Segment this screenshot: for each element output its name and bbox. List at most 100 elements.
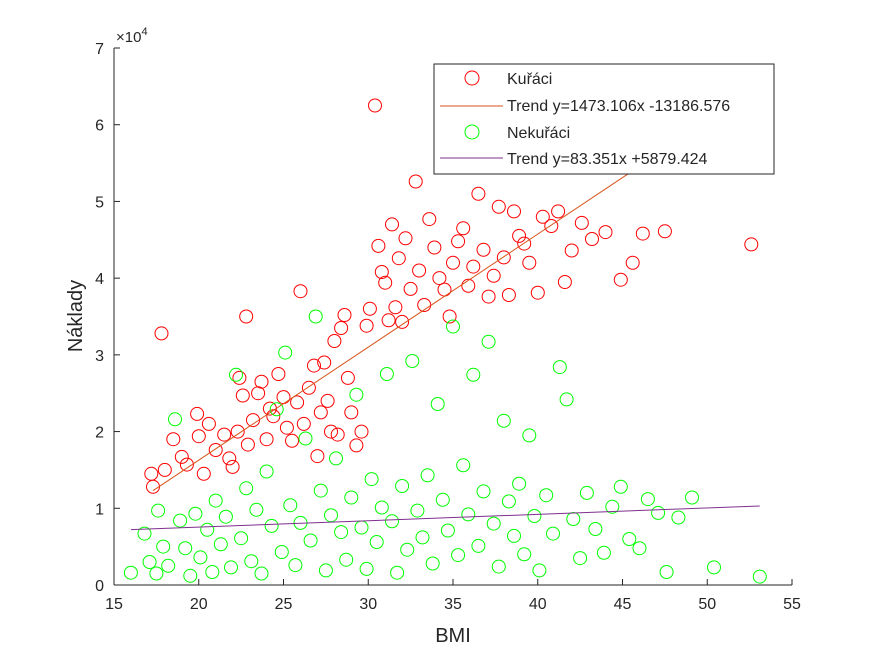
data-point xyxy=(752,569,767,584)
data-point xyxy=(430,397,445,411)
legend: Kuřáci Trend y=1473.106x -13186.576 Neku… xyxy=(433,63,775,175)
data-point xyxy=(544,219,559,233)
data-point xyxy=(564,243,579,258)
data-point xyxy=(456,458,471,473)
data-point xyxy=(435,492,450,507)
data-point xyxy=(388,300,403,315)
x-ticks: 15 20 25 30 35 40 45 50 55 xyxy=(105,579,801,613)
data-point xyxy=(466,259,481,274)
data-point xyxy=(254,374,269,389)
data-point xyxy=(317,355,332,370)
y-tick-label: 5 xyxy=(95,194,104,211)
data-point xyxy=(278,345,293,360)
data-point xyxy=(123,565,138,580)
data-point xyxy=(461,507,476,522)
data-point xyxy=(446,255,460,270)
data-point xyxy=(334,525,349,540)
data-point xyxy=(244,554,259,569)
data-point xyxy=(378,275,393,290)
data-point xyxy=(318,563,333,578)
series-layer xyxy=(123,98,767,584)
data-point xyxy=(290,395,305,410)
data-point xyxy=(546,526,560,541)
data-point xyxy=(188,506,203,521)
data-point xyxy=(446,319,460,334)
data-point xyxy=(249,502,264,517)
data-point xyxy=(552,360,567,375)
legend-label-nonsmokers: Nekuřáci xyxy=(507,125,570,142)
data-point xyxy=(225,459,240,474)
data-point xyxy=(420,468,435,483)
y-exponent-power: 4 xyxy=(141,26,147,38)
data-point xyxy=(539,488,554,503)
data-point xyxy=(379,367,394,381)
data-point xyxy=(264,518,279,533)
data-point xyxy=(364,472,379,487)
data-point xyxy=(385,217,399,232)
data-point xyxy=(415,530,430,545)
data-point xyxy=(481,334,496,349)
data-point xyxy=(398,231,413,246)
data-point xyxy=(496,250,511,265)
data-point xyxy=(486,516,501,531)
data-point xyxy=(451,234,466,249)
data-point xyxy=(613,272,628,287)
data-point xyxy=(374,265,389,279)
data-point xyxy=(559,392,574,407)
data-point xyxy=(481,289,496,304)
data-point xyxy=(410,503,425,518)
data-point xyxy=(551,204,566,219)
data-point xyxy=(161,558,176,573)
data-point xyxy=(476,242,491,257)
data-point xyxy=(293,284,308,299)
data-point xyxy=(196,466,211,481)
data-point xyxy=(235,388,250,403)
data-point xyxy=(598,225,613,240)
data-point xyxy=(517,547,532,562)
data-point xyxy=(151,503,166,518)
data-point xyxy=(432,271,447,286)
data-point xyxy=(512,476,527,491)
data-point xyxy=(442,309,457,324)
data-point xyxy=(359,561,374,576)
y-tick-label: 6 xyxy=(95,118,104,135)
data-point xyxy=(403,281,418,296)
data-point xyxy=(374,500,389,515)
legend-marker-smokers xyxy=(464,70,480,86)
x-tick-label: 20 xyxy=(190,596,208,613)
data-point xyxy=(512,228,527,243)
data-point xyxy=(254,566,269,581)
data-point xyxy=(208,443,223,457)
data-point xyxy=(296,416,311,431)
data-point xyxy=(535,209,550,224)
legend-label-smokers: Kuřáci xyxy=(507,71,552,88)
data-point xyxy=(324,424,338,439)
data-point xyxy=(234,531,249,546)
data-point xyxy=(320,393,335,408)
data-point xyxy=(422,212,437,227)
data-point xyxy=(183,568,198,583)
data-point xyxy=(573,551,588,566)
data-point xyxy=(200,522,215,537)
y-ticks: 0 1 2 3 4 5 6 7 xyxy=(95,41,120,595)
series-smokers xyxy=(144,98,759,494)
data-point xyxy=(205,565,220,579)
data-point xyxy=(137,526,152,541)
data-point xyxy=(154,326,169,341)
data-point xyxy=(530,285,545,300)
data-point xyxy=(427,240,442,255)
data-point xyxy=(157,462,172,477)
data-point xyxy=(744,237,759,252)
x-tick-label: 45 xyxy=(614,596,632,613)
data-point xyxy=(229,367,243,382)
data-point xyxy=(588,522,603,536)
data-point xyxy=(451,548,466,563)
data-point xyxy=(412,263,427,278)
y-tick-label: 3 xyxy=(95,348,104,365)
data-point xyxy=(307,358,321,373)
data-point xyxy=(371,238,386,253)
x-tick-label: 40 xyxy=(529,596,547,613)
legend-box xyxy=(433,63,775,175)
data-point xyxy=(596,545,611,560)
data-point xyxy=(471,538,486,553)
